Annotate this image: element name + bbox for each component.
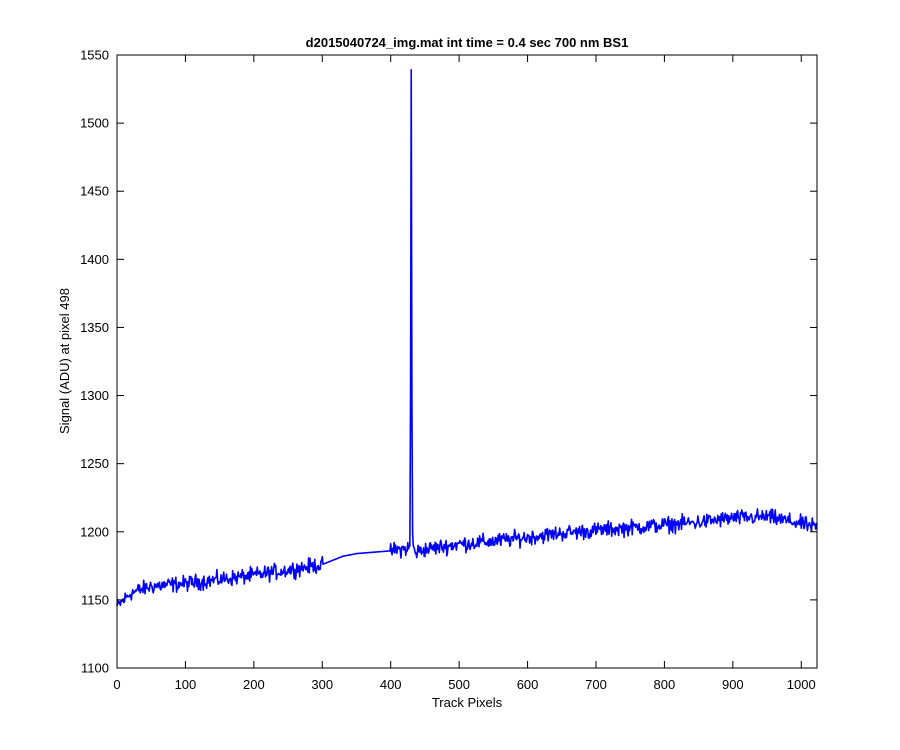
x-tick-label: 500: [448, 677, 470, 692]
series-line: [116, 68, 818, 607]
x-tick-label: 700: [585, 677, 607, 692]
axes-layer: [116, 54, 818, 669]
x-tick-label: 200: [243, 677, 265, 692]
y-axis-label: Signal (ADU) at pixel 498: [57, 288, 72, 434]
x-tick-label: 900: [722, 677, 744, 692]
x-tick-label: 0: [113, 677, 120, 692]
tick-layer: 0 100 200 300 400 500 600 700 800 900 1000 1100 1150…: [80, 48, 817, 692]
x-tick-label: 800: [654, 677, 676, 692]
x-axis-label: Track Pixels: [432, 695, 503, 710]
x-tick-label: 1000: [787, 677, 816, 692]
y-tick-label: 1350: [80, 320, 109, 335]
y-tick-label: 1300: [80, 388, 109, 403]
x-tick-label: 100: [175, 677, 197, 692]
y-tick-label: 1200: [80, 524, 109, 539]
chart-title: d2015040724_img.mat int time = 0.4 sec 7…: [306, 35, 629, 50]
y-tick-label: 1450: [80, 184, 109, 199]
y-tick-label: 1100: [81, 661, 109, 676]
series-layer: [116, 68, 818, 607]
y-tick-label: 1150: [81, 592, 109, 607]
y-tick-label: 1250: [80, 456, 109, 471]
x-tick-label: 400: [380, 677, 402, 692]
y-tick-label: 1400: [80, 252, 109, 267]
plot-background: [117, 55, 817, 668]
axes-box: [116, 54, 818, 669]
x-tick-label: 300: [311, 677, 333, 692]
y-tick-label: 1500: [80, 116, 109, 131]
x-tick-label: 600: [517, 677, 539, 692]
y-tick-label: 1550: [80, 48, 109, 63]
